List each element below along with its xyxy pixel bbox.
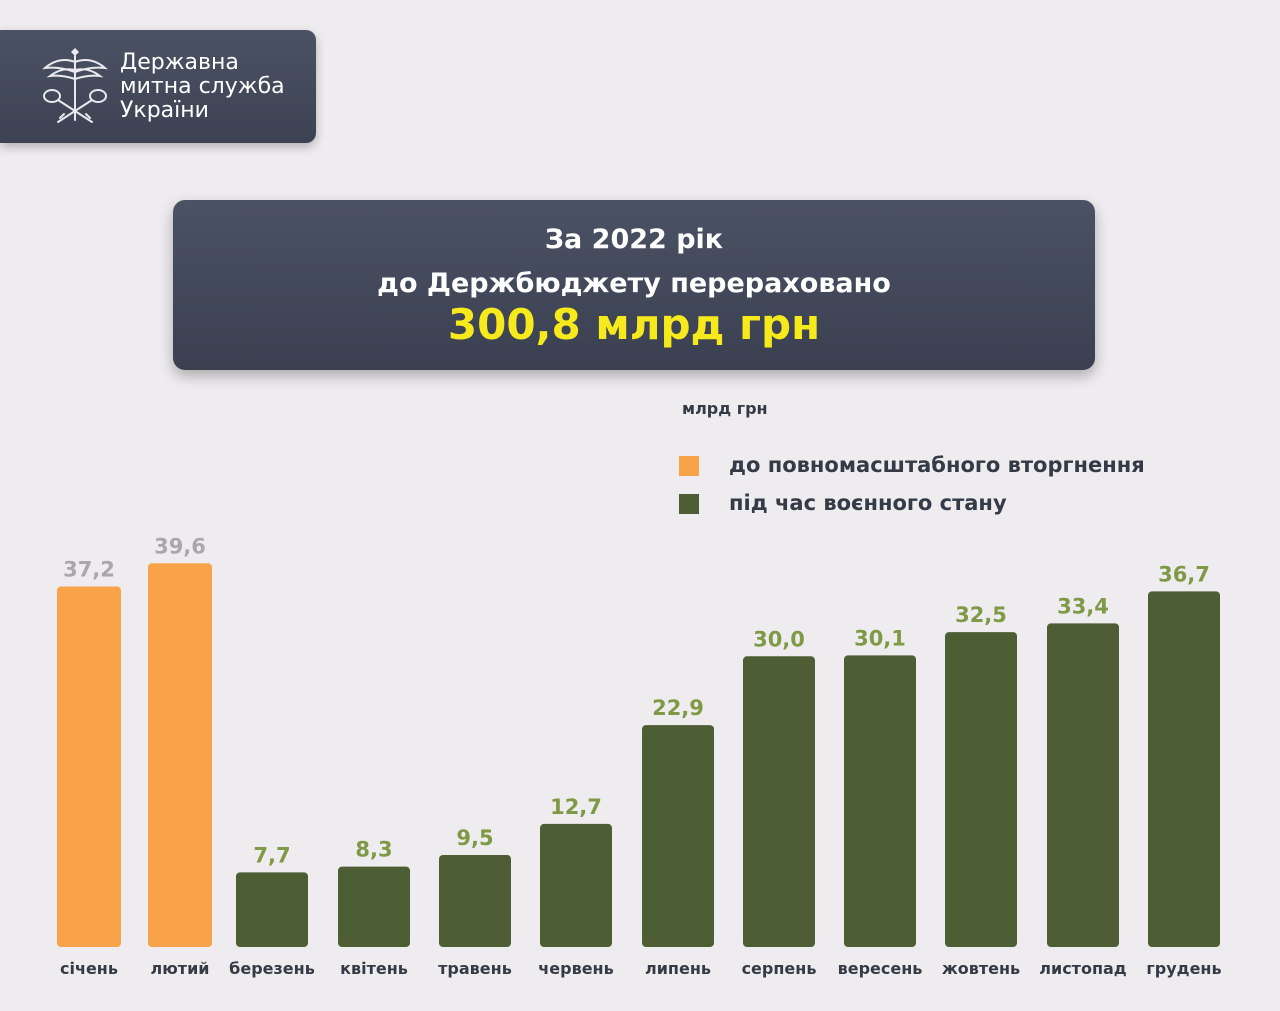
value-label-серпень: 30,0: [753, 627, 805, 651]
category-label-квітень: квітень: [340, 959, 408, 978]
bar-вересень: [844, 655, 916, 947]
header-subtitle: до Держбюджету перераховано: [377, 268, 891, 299]
value-label-червень: 12,7: [550, 795, 602, 819]
bar-жовтень: [945, 632, 1017, 947]
value-label-жовтень: 32,5: [955, 603, 1007, 627]
title-card: За 2022 рік до Держбюджету перераховано …: [173, 200, 1095, 370]
value-label-травень: 9,5: [456, 826, 493, 850]
category-label-серпень: серпень: [742, 959, 817, 978]
logo-line-1: Державна: [120, 50, 239, 75]
value-label-вересень: 30,1: [854, 626, 906, 650]
category-label-червень: червень: [538, 959, 613, 978]
category-label-вересень: вересень: [838, 959, 923, 978]
category-label-листопад: листопад: [1039, 959, 1127, 978]
bar-січень: [57, 586, 121, 947]
bar-липень: [642, 725, 714, 947]
bar-березень: [236, 872, 308, 947]
category-label-жовтень: жовтень: [942, 959, 1020, 978]
bar-травень: [439, 854, 511, 947]
value-label-лютий: 39,6: [154, 534, 206, 558]
legend-swatch-before: [679, 456, 699, 476]
logo-line-2: митна служба: [120, 74, 285, 99]
value-label-грудень: 36,7: [1158, 562, 1210, 586]
logo-line-3: України: [120, 98, 209, 123]
value-label-січень: 37,2: [63, 558, 115, 582]
value-label-липень: 22,9: [652, 696, 704, 720]
category-label-січень: січень: [60, 959, 118, 978]
category-label-березень: березень: [229, 959, 315, 978]
value-label-березень: 7,7: [253, 843, 290, 867]
bar-лютий: [148, 563, 212, 947]
header-year: За 2022 рік: [544, 224, 724, 255]
value-label-квітень: 8,3: [355, 838, 392, 862]
logo-text: Державна митна служба України: [120, 51, 285, 123]
value-label-листопад: 33,4: [1057, 594, 1109, 618]
customs-emblem-icon: [41, 48, 109, 123]
legend-label-during: під час воєнного стану: [729, 491, 1007, 515]
bar-серпень: [743, 656, 815, 947]
bar-червень: [540, 823, 612, 947]
bar-грудень: [1148, 591, 1220, 947]
bar-листопад: [1047, 623, 1119, 947]
bar-квітень: [338, 866, 410, 947]
chart-unit-label: млрд грн: [682, 399, 768, 418]
legend-label-before: до повномасштабного вторгнення: [729, 453, 1145, 477]
category-label-грудень: грудень: [1146, 959, 1221, 978]
legend-swatch-during: [679, 494, 699, 514]
category-label-лютий: лютий: [151, 959, 210, 978]
header-total: 300,8 млрд грн: [447, 300, 821, 349]
logo-card: Державна митна служба України: [0, 30, 316, 143]
category-label-травень: травень: [438, 959, 512, 978]
category-label-липень: липень: [645, 959, 711, 978]
